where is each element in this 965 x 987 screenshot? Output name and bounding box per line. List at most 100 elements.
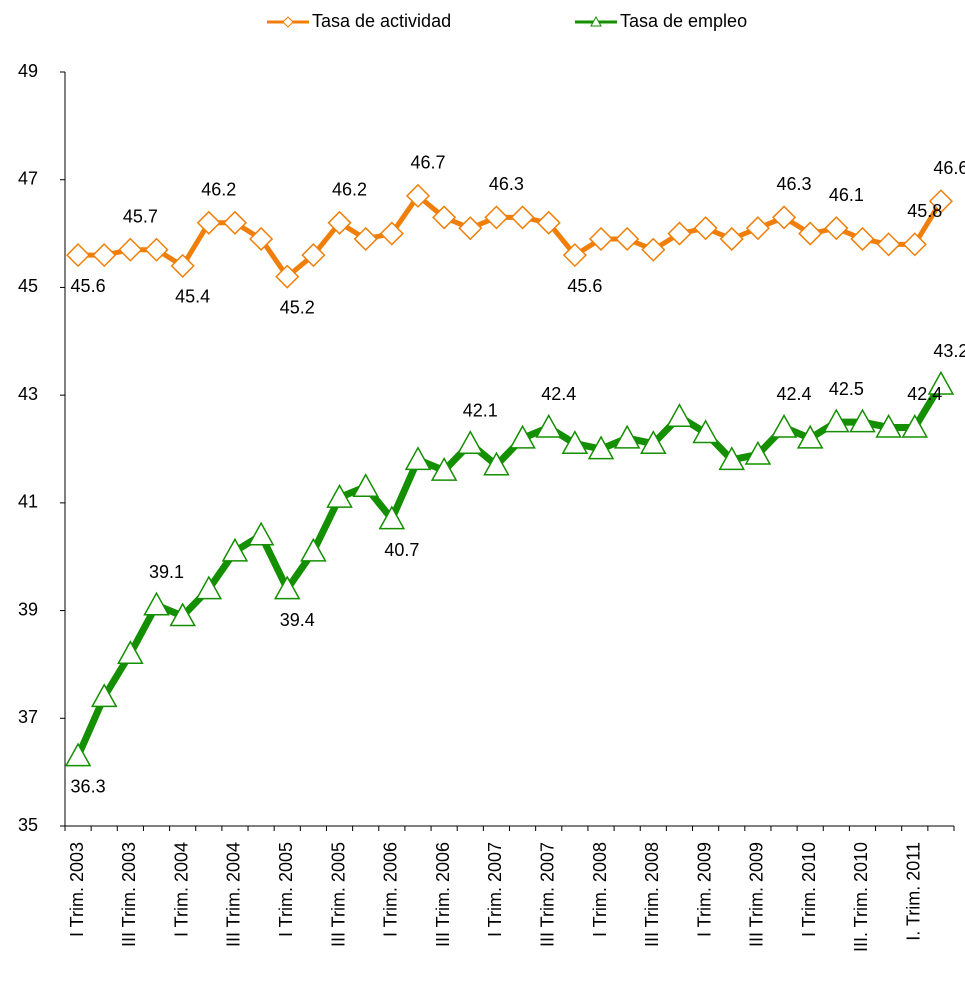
marker [928, 189, 953, 214]
data-label: 46.3 [489, 174, 524, 194]
legend-label: Tasa de empleo [620, 11, 747, 31]
marker [90, 683, 118, 708]
x-tick-label: I Trim. 2004 [171, 842, 191, 937]
marker [535, 413, 562, 438]
data-label: 45.7 [123, 206, 158, 226]
marker [195, 575, 223, 600]
marker [719, 226, 744, 252]
data-label: 40.7 [384, 540, 419, 560]
marker [850, 226, 875, 252]
x-tick-label: I Trim. 2005 [276, 842, 296, 937]
marker [666, 403, 693, 428]
data-label: 46.2 [332, 180, 367, 200]
x-tick-label: I Trim. 2010 [799, 842, 819, 937]
marker [117, 640, 144, 665]
x-tick-label: III Trim. 2009 [747, 842, 767, 947]
marker [405, 183, 431, 208]
marker [641, 237, 666, 262]
marker [484, 205, 509, 230]
marker [458, 216, 483, 241]
marker [901, 413, 929, 438]
marker [509, 424, 536, 449]
series-line [74, 382, 944, 758]
marker [875, 413, 902, 438]
marker [613, 424, 641, 449]
marker [587, 435, 615, 460]
y-tick-label: 49 [18, 61, 38, 81]
legend-marker [282, 16, 294, 28]
y-tick-label: 37 [18, 707, 38, 727]
marker [144, 237, 169, 262]
marker [824, 216, 849, 241]
marker [273, 575, 301, 600]
x-tick-label: III Trim. 2004 [224, 842, 244, 947]
marker [640, 430, 667, 454]
series-line [78, 193, 944, 280]
marker [745, 216, 770, 241]
y-tick-label: 35 [18, 815, 38, 835]
x-tick-label: I. Trim. 2011 [904, 842, 924, 941]
y-tick-label: 41 [18, 492, 38, 512]
marker [798, 221, 823, 246]
data-label: 46.7 [410, 153, 445, 173]
legend-label: Tasa de actividad [312, 11, 451, 31]
marker [222, 210, 248, 235]
data-label: 42.4 [907, 384, 942, 404]
marker [353, 226, 378, 252]
data-label: 45.8 [907, 201, 942, 221]
data-label: 42.4 [777, 384, 812, 404]
y-tick-label: 43 [18, 384, 38, 404]
x-tick-label: III Trim. 2007 [537, 842, 557, 947]
marker [483, 451, 510, 476]
marker [404, 446, 432, 471]
marker [927, 370, 955, 395]
data-label: 45.6 [71, 276, 106, 296]
x-tick-label: III Trim. 2006 [433, 842, 453, 947]
marker [457, 430, 484, 454]
marker [170, 253, 195, 278]
data-label: 43.2 [933, 341, 965, 361]
y-tick-label: 39 [18, 599, 38, 619]
data-label: 42.1 [463, 400, 498, 420]
marker [247, 521, 275, 546]
marker [118, 237, 143, 262]
data-label: 45.4 [175, 287, 210, 307]
marker [849, 408, 876, 433]
data-label: 39.4 [280, 610, 315, 630]
marker [902, 232, 927, 257]
x-tick-label: I Trim. 2006 [381, 842, 401, 937]
marker [796, 424, 824, 449]
x-tick-label: III Trim. 2003 [119, 842, 139, 947]
marker [744, 440, 772, 465]
marker [536, 210, 561, 235]
data-label: 39.1 [149, 562, 184, 582]
legend-marker [590, 15, 602, 27]
marker [430, 456, 458, 481]
y-tick-label: 47 [18, 168, 38, 188]
x-tick-label: I Trim. 2007 [485, 842, 505, 937]
marker [876, 232, 901, 257]
data-label: 45.6 [567, 276, 602, 296]
x-tick-label: III Trim. 2008 [642, 842, 662, 947]
marker [327, 210, 352, 235]
marker [718, 446, 746, 471]
data-label: 46.2 [201, 180, 236, 200]
marker [432, 205, 457, 230]
marker [823, 408, 850, 433]
marker [221, 537, 249, 562]
marker [169, 602, 196, 627]
marker [378, 505, 406, 530]
data-label: 42.5 [829, 379, 864, 399]
marker [561, 430, 589, 454]
x-tick-label: I Trim. 2009 [694, 842, 714, 937]
marker [196, 210, 221, 235]
marker [693, 216, 718, 241]
marker [588, 226, 614, 252]
data-label: 36.3 [71, 777, 106, 797]
x-tick-label: I Trim. 2003 [67, 842, 87, 937]
x-tick-label: III. Trim. 2010 [851, 842, 871, 952]
data-label: 42.4 [541, 384, 576, 404]
marker [510, 205, 535, 230]
marker [275, 264, 300, 289]
